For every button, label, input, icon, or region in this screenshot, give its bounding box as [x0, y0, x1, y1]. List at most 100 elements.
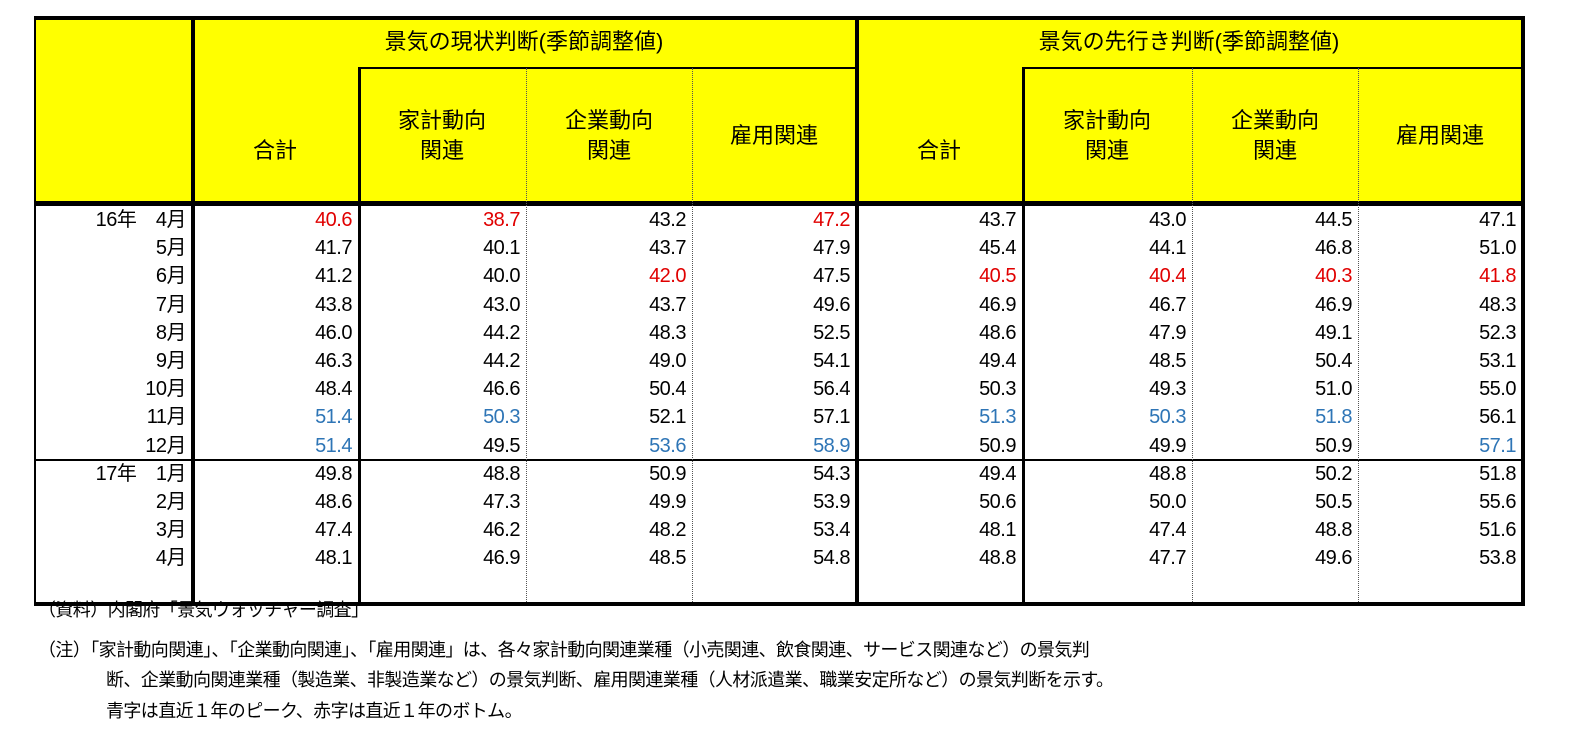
table-cell: 51.6: [1479, 519, 1516, 542]
sub-header: 合計: [916, 137, 961, 163]
table-cell: 47.4: [1149, 519, 1186, 542]
row-label: 2月: [155, 491, 187, 513]
column-dotted-border: [526, 68, 527, 602]
table-cell: 55.6: [1479, 491, 1516, 513]
table-cell: 52.1: [649, 406, 686, 429]
table-cell: 48.3: [1479, 293, 1516, 316]
table-cell: 48.2: [649, 519, 686, 542]
table-cell: 50.0: [1149, 491, 1186, 513]
table-cell: 49.3: [1149, 378, 1186, 401]
table-cell: 53.9: [813, 491, 850, 513]
table-cell: 46.0: [315, 321, 352, 344]
table-cell: 48.8: [979, 547, 1016, 570]
table-cell: 51.0: [1479, 237, 1516, 260]
table-cell: 50.5: [1315, 491, 1352, 513]
footnote-line-3: 青字は直近１年のピーク、赤字は直近１年のボトム。: [106, 701, 523, 722]
table-cell: 47.9: [813, 237, 850, 260]
table-cell: 41.7: [315, 237, 352, 260]
table-cell: 48.5: [1149, 350, 1186, 372]
table-cell: 56.1: [1479, 406, 1516, 429]
table-cell: 50.3: [979, 378, 1016, 401]
table-cell: 49.0: [649, 350, 686, 372]
table-cell: 48.6: [979, 321, 1016, 344]
table-cell: 48.6: [315, 491, 352, 513]
table-cell: 46.2: [483, 519, 520, 542]
table-cell: 48.5: [649, 547, 686, 570]
table-cell: 40.0: [483, 265, 520, 288]
row-label: 7月: [155, 293, 187, 316]
table-cell: 44.1: [1149, 237, 1186, 260]
table-cell: 50.2: [1315, 462, 1352, 485]
row-label: 9月: [155, 350, 187, 372]
table-cell: 51.3: [979, 406, 1016, 429]
table-cell: 45.4: [979, 237, 1016, 260]
table-cell: 50.9: [1315, 434, 1352, 457]
column-border: [191, 16, 195, 606]
table-cell: 40.4: [1149, 265, 1186, 288]
row-label: 11月: [146, 406, 187, 429]
column-border: [1521, 16, 1525, 606]
row-label: 8月: [155, 321, 187, 344]
table-cell: 53.4: [813, 519, 850, 542]
table-cell: 49.9: [1149, 434, 1186, 457]
sub-header: 雇用関連: [729, 122, 818, 148]
footnote-line-1: （注）「家計動向関連」、「企業動向関連」、「雇用関連」は、各々家計動向関連業種（…: [38, 640, 1090, 661]
sub-header: 家計動向 関連: [1062, 107, 1151, 163]
table-cell: 43.2: [649, 209, 686, 231]
table-cell: 43.7: [649, 237, 686, 260]
table-cell: 47.4: [315, 519, 352, 542]
sub-header: 合計: [252, 137, 297, 163]
table-cell: 49.4: [979, 462, 1016, 485]
table-cell: 49.8: [315, 462, 352, 485]
top-border: [34, 16, 1522, 20]
header-divider: [358, 67, 856, 69]
header-divider: [1022, 67, 1522, 69]
table-cell: 54.1: [813, 350, 850, 372]
table-cell: 48.1: [315, 547, 352, 570]
table-cell: 43.7: [649, 293, 686, 316]
table-cell: 46.3: [315, 350, 352, 372]
row-label: 4月: [155, 547, 187, 570]
table-cell: 48.8: [1315, 519, 1352, 542]
table-cell: 48.8: [483, 462, 520, 485]
table-cell: 49.9: [649, 491, 686, 513]
table-cell: 50.4: [649, 378, 686, 401]
table-cell: 41.8: [1479, 265, 1516, 288]
table-cell: 54.8: [813, 547, 850, 570]
column-dotted-border: [692, 68, 693, 602]
table-cell: 40.1: [483, 237, 520, 260]
table-cell: 48.3: [649, 321, 686, 344]
table-cell: 46.9: [979, 293, 1016, 316]
table-cell: 47.7: [1149, 547, 1186, 570]
table-cell: 48.4: [315, 378, 352, 401]
row-label: 5月: [155, 237, 187, 260]
table-cell: 49.4: [979, 350, 1016, 372]
header-background: [34, 16, 1522, 203]
table-cell: 44.2: [483, 350, 520, 372]
table-cell: 50.6: [979, 491, 1016, 513]
column-border: [855, 16, 859, 606]
table-cell: 50.3: [1149, 406, 1186, 429]
table-cell: 53.6: [649, 434, 686, 457]
column-border: [1022, 68, 1025, 602]
table-cell: 40.5: [979, 265, 1016, 288]
row-label: 12月: [145, 434, 186, 457]
table-cell: 51.8: [1479, 462, 1516, 485]
table-cell: 55.0: [1479, 378, 1516, 401]
table-cell: 47.3: [483, 491, 520, 513]
row-label: 3月: [155, 519, 187, 542]
group-header: 景気の現状判断(季節調整値): [384, 29, 664, 54]
table-cell: 49.1: [1315, 321, 1352, 344]
table-cell: 49.6: [1315, 547, 1352, 570]
bottom-border: [34, 602, 1524, 606]
table-cell: 47.2: [813, 209, 850, 231]
table-cell: 46.9: [1315, 293, 1352, 316]
sub-header: 雇用関連: [1395, 122, 1484, 148]
table-cell: 47.5: [813, 265, 850, 288]
table-cell: 48.8: [1149, 462, 1186, 485]
header-bottom-border: [34, 201, 1522, 206]
year-divider: [34, 458, 1522, 461]
table-cell: 56.4: [813, 378, 850, 401]
table-cell: 51.4: [315, 434, 352, 457]
table-cell: 43.0: [483, 293, 520, 316]
